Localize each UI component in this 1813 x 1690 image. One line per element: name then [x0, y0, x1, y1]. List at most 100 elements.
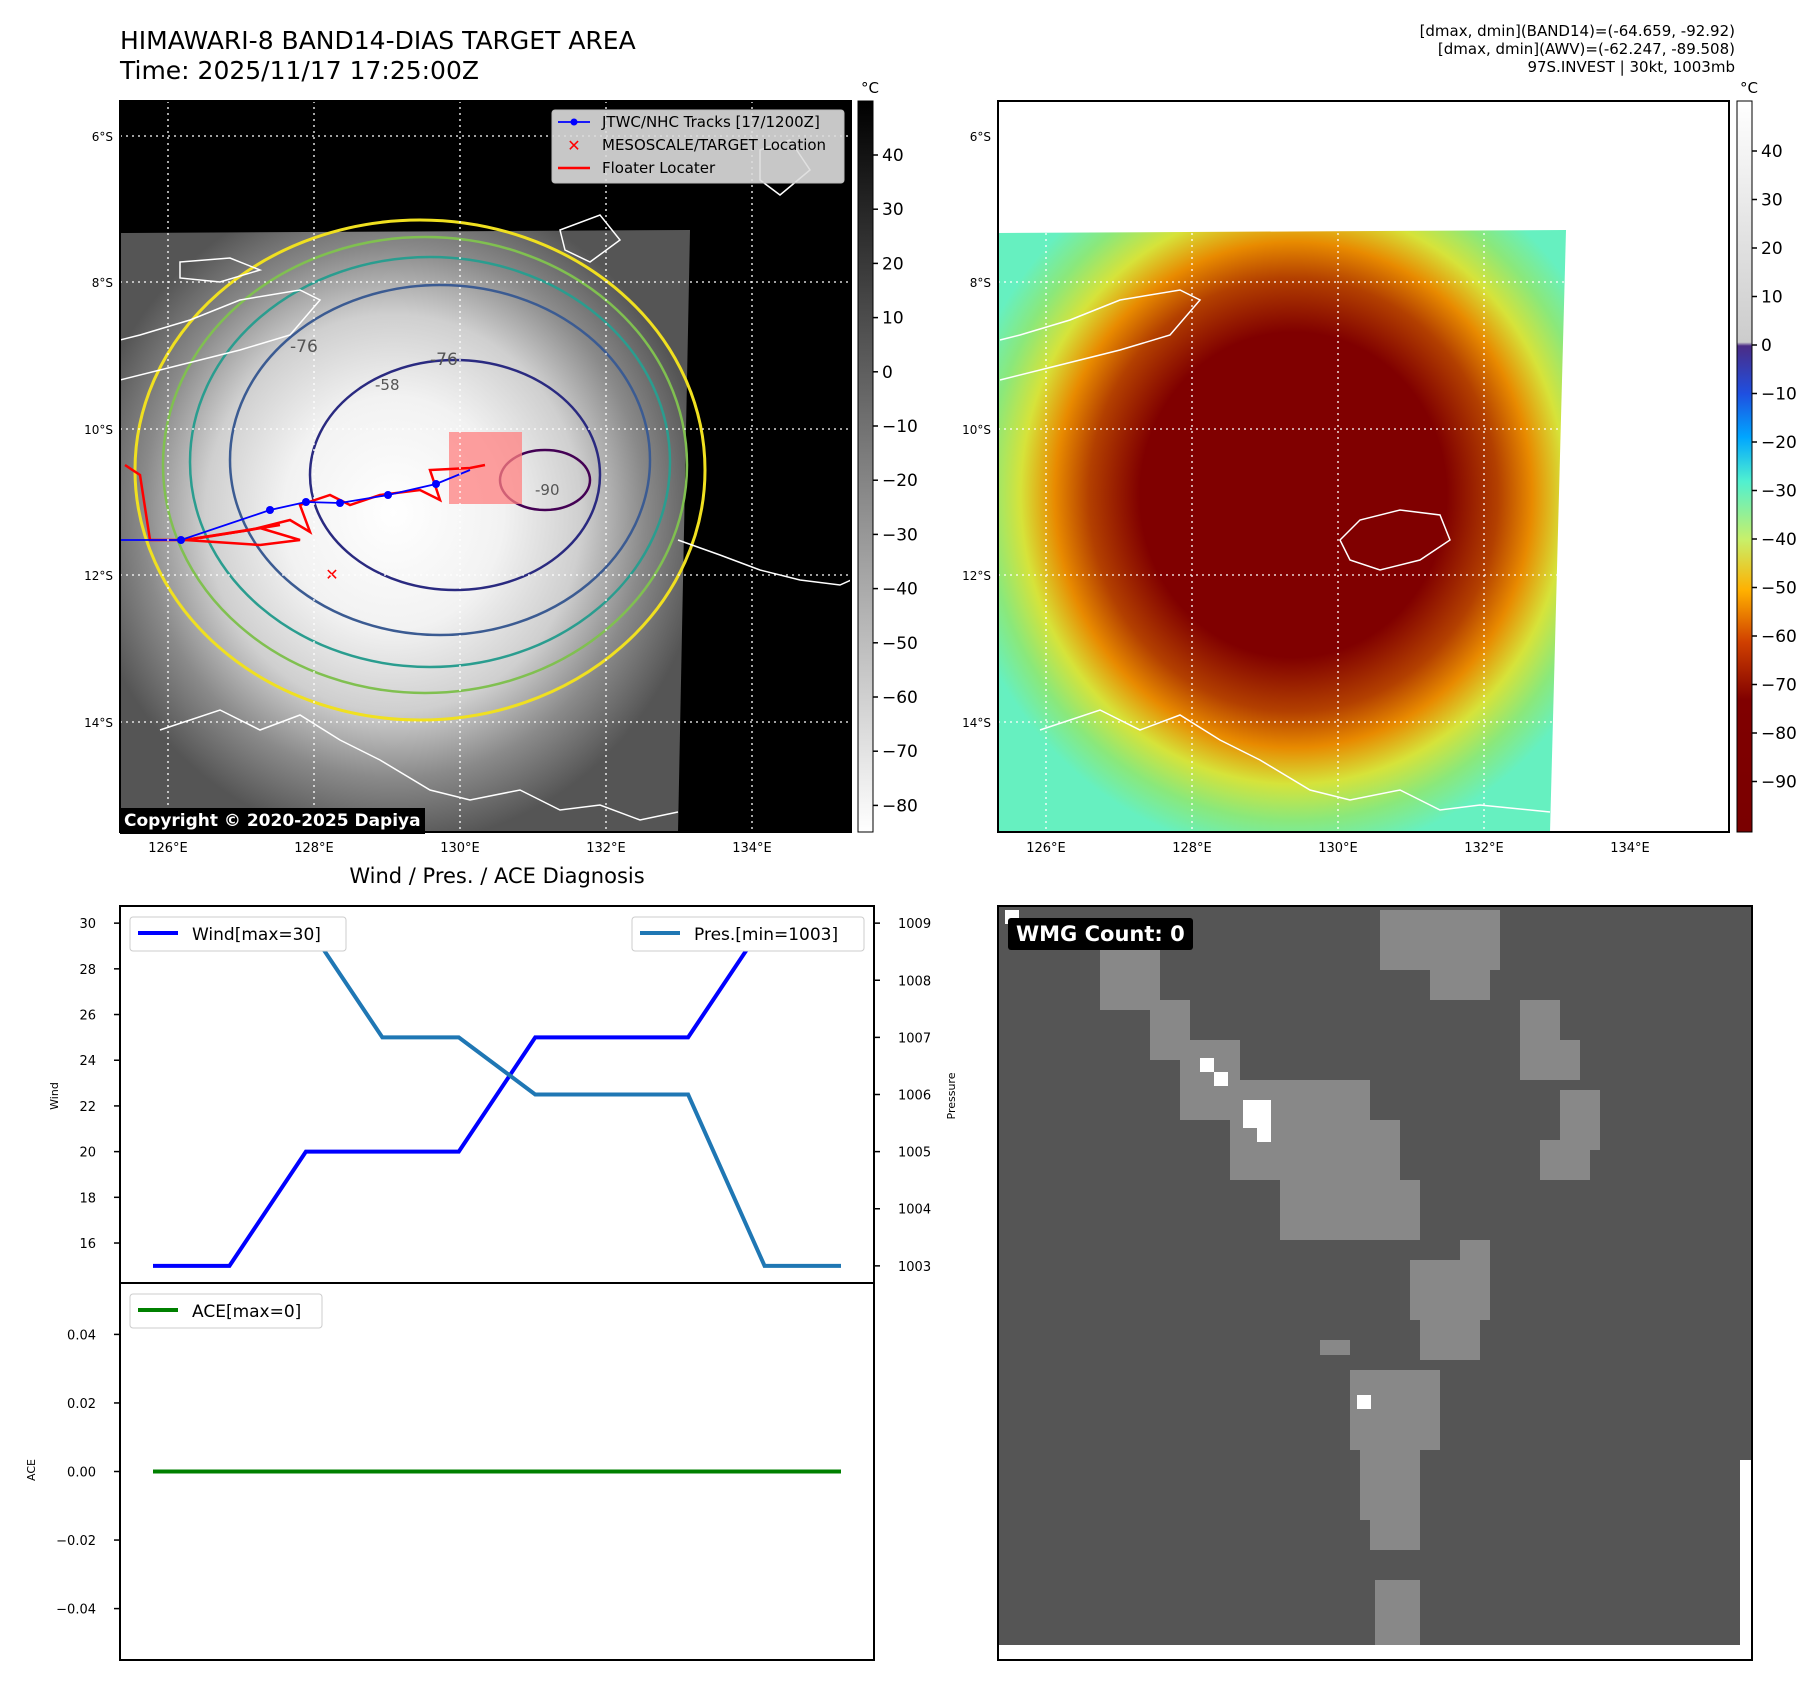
- diagnosis-title: Wind / Pres. / ACE Diagnosis: [349, 864, 645, 888]
- legend-target-swatch: ✕: [567, 136, 580, 155]
- map2-lat-label: 10°S: [962, 423, 991, 437]
- wind-y-tick-label: 30: [79, 917, 96, 932]
- wind-y-tick-label: 18: [79, 1191, 96, 1206]
- colorbar-tick-label: 20: [882, 254, 904, 274]
- map2-coastline-peninsula: [1339, 509, 1451, 571]
- wmg-panel: [997, 905, 1754, 1661]
- pressure-y-tick-label: 1005: [898, 1146, 931, 1161]
- pressure-y-tick-label: 1008: [898, 974, 931, 989]
- colorbar-tick-label: 40: [1761, 142, 1783, 162]
- colorbar-tick-label: −30: [1761, 482, 1797, 502]
- legend-track-dot: [570, 118, 578, 126]
- ace-panel: 0.04 0.02 0.00 −0.02 −0.04 ACE ACE[max=0]: [25, 1282, 875, 1661]
- pressure-legend: [631, 916, 865, 952]
- wmg-frame: [997, 905, 1753, 1661]
- legend-floater-label: Floater Locater: [602, 159, 716, 177]
- map2-lat-label: 8°S: [970, 276, 991, 290]
- colorbar2-bar: [1736, 100, 1753, 833]
- map2-coastline-australia: [1039, 709, 1551, 813]
- pressure-y-tick-label: 1004: [898, 1203, 931, 1218]
- wind-series-line: [153, 921, 841, 1268]
- awv-colorbar: °C 40 30 20 10 0 −10 −20 −30 −40 −50 −60 −70 −80 −90: [1736, 79, 1797, 833]
- awv-map: [998, 101, 1729, 832]
- contour-blue: [228, 283, 652, 637]
- ace-y-tick-label: 0.00: [67, 1466, 96, 1481]
- contour-teal: [188, 255, 672, 669]
- colorbar-tick-label: −80: [1761, 724, 1797, 744]
- contour-green: [161, 235, 689, 695]
- pressure-axis-label: Pressure: [945, 1072, 958, 1119]
- colorbar-tick-label: −80: [882, 796, 918, 816]
- coastline-island: [179, 257, 263, 283]
- band14-colorbar: °C 40 30 20 10 0 −10 −20 −30 −40 −50 −60 −70 −80: [857, 79, 918, 833]
- legend-box: [551, 109, 845, 184]
- map2-lon-label: 128°E: [1172, 841, 1212, 856]
- map2-lat-label: 6°S: [970, 130, 991, 144]
- title-line-1: HIMAWARI-8 BAND14-DIAS TARGET AREA: [120, 26, 636, 55]
- wind-y-tick-label: 22: [79, 1100, 96, 1115]
- track-point: [384, 491, 392, 499]
- map1-frame: [119, 100, 852, 833]
- colorbar-tick-label: 40: [882, 146, 904, 166]
- contour-label: -58: [375, 376, 400, 394]
- map1-lat-label: 8°S: [92, 276, 113, 290]
- wind-axis-label: Wind: [48, 1082, 61, 1110]
- map1-lon-label: 134°E: [732, 841, 772, 856]
- info-line-2: [dmax, dmin](AWV)=(-62.247, -89.508): [1437, 40, 1735, 58]
- map2-lat-label: 12°S: [962, 569, 991, 583]
- colorbar-tick-label: 20: [1761, 239, 1783, 259]
- floater-locater-loop: [184, 523, 301, 547]
- track-point: [177, 536, 185, 544]
- contour-label: -76: [430, 350, 458, 370]
- map1-lon-label: 130°E: [440, 841, 480, 856]
- colorbar-tick-label: 0: [882, 363, 893, 383]
- map2-lon-label: 134°E: [1610, 841, 1650, 856]
- map1-lat-label: 6°S: [92, 130, 113, 144]
- colorbar-tick-label: −40: [882, 580, 918, 600]
- wind-legend: [129, 916, 347, 952]
- copyright-badge: Copyright © 2020-2025 Dapiya: [120, 808, 425, 834]
- map1-gridlines: [120, 101, 851, 832]
- wmg-bottom-edge: [998, 1645, 1754, 1661]
- info-line-1: [dmax, dmin](BAND14)=(-64.659, -92.92): [1419, 22, 1735, 40]
- colorbar-tick-label: −60: [1761, 627, 1797, 647]
- map1-lat-label: 10°S: [84, 423, 113, 437]
- wind-y-tick-label: 24: [79, 1054, 96, 1069]
- map1-lon-label: 132°E: [586, 841, 626, 856]
- ace-axis-label: ACE: [25, 1459, 38, 1481]
- info-line-3: 97S.INVEST | 30kt, 1003mb: [1527, 58, 1735, 76]
- map2-lon-label: 126°E: [1026, 841, 1066, 856]
- wind-pressure-panel: 30 28 26 24 22 20 18 16 1009 1008 1007 1006 1005 100…: [48, 905, 958, 1284]
- jtwc-track: [120, 469, 471, 541]
- coastline-west: [120, 289, 322, 381]
- ace-legend-label: ACE[max=0]: [192, 1302, 301, 1322]
- map1-lon-label: 126°E: [148, 841, 188, 856]
- colorbar-tick-label: −70: [882, 742, 918, 762]
- track-point: [266, 506, 274, 514]
- ace-y-tick-label: −0.04: [56, 1603, 96, 1618]
- figure-title: HIMAWARI-8 BAND14-DIAS TARGET AREA Time:…: [120, 26, 636, 86]
- wind-legend-label: Wind[max=30]: [192, 925, 321, 945]
- map1-imagery: [120, 230, 690, 832]
- contour-label: -76: [290, 337, 318, 357]
- colorbar2-unit: °C: [1740, 79, 1758, 97]
- wind-y-tick-label: 20: [79, 1146, 96, 1161]
- wind-y-tick-label: 28: [79, 963, 96, 978]
- pressure-y-tick-label: 1003: [898, 1260, 931, 1275]
- ace-legend: [129, 1293, 323, 1329]
- colorbar-tick-label: −30: [882, 525, 918, 545]
- map2-lon-label: 130°E: [1318, 841, 1358, 856]
- contour-label: -90: [535, 481, 560, 499]
- legend-target-label: MESOSCALE/TARGET Location: [602, 136, 826, 154]
- wmg-edge: [1740, 1460, 1754, 1660]
- ace-y-tick-label: 0.02: [67, 1397, 96, 1412]
- title-line-2: Time: 2025/11/17 17:25:00Z: [120, 56, 479, 85]
- colorbar-tick-label: −60: [882, 688, 918, 708]
- band14-map: ✕ -76 -76 -58 -90: [120, 101, 851, 832]
- map2-gridlines: [998, 101, 1729, 832]
- contour-navy: [308, 358, 602, 592]
- map2-lat-label: 14°S: [962, 716, 991, 730]
- pressure-y-tick-label: 1007: [898, 1031, 931, 1046]
- colorbar-tick-label: −40: [1761, 530, 1797, 550]
- wmg-cells: [1100, 910, 1600, 1645]
